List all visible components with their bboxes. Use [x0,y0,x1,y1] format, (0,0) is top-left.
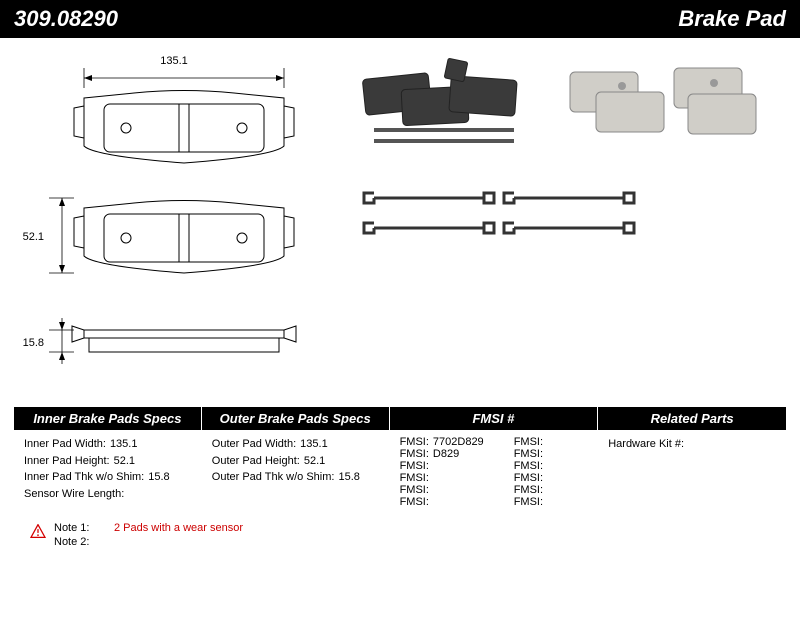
fmsi-row: FMSI:D829 [400,448,484,460]
part-number: 309.08290 [14,6,118,32]
product-photos [354,48,786,393]
fmsi-row: FMSI: [514,484,543,496]
product-type: Brake Pad [678,6,786,32]
note2-label: Note 2: [54,536,104,548]
spec-head-inner: Inner Brake Pads Specs [14,407,202,430]
spec-row: Sensor Wire Length: [24,486,198,503]
spec-row: Outer Pad Height:52.1 [212,453,386,470]
fmsi-row: FMSI: [514,472,543,484]
spec-col-fmsi: FMSI # FMSI:7702D829 FMSI:D829 FMSI: FMS… [390,407,599,514]
pad-set-dark-icon [354,58,534,153]
note1-text: 2 Pads with a wear sensor [114,522,243,534]
fmsi-row: FMSI: [400,484,484,496]
spec-head-outer: Outer Brake Pads Specs [202,407,390,430]
fmsi-row: FMSI: [400,472,484,484]
pad-set-light-icon [564,58,764,153]
warning-icon [30,524,46,538]
fmsi-row: FMSI: [400,496,484,508]
notes: Note 1: 2 Pads with a wear sensor Note 2… [0,514,800,548]
fmsi-row: FMSI: [514,460,543,472]
spec-col-inner: Inner Brake Pads Specs Inner Pad Width:1… [14,407,202,514]
fmsi-row: FMSI: [514,496,543,508]
diagram-area: 135.1 52.1 [0,38,800,399]
spec-row: Inner Pad Height:52.1 [24,453,198,470]
spec-row: Inner Pad Width:135.1 [24,436,198,453]
spec-row: Outer Pad Thk w/o Shim:15.8 [212,469,386,486]
header-bar: 309.08290 Brake Pad [0,0,800,38]
spec-row: Outer Pad Width:135.1 [212,436,386,453]
fmsi-row: FMSI: [514,436,543,448]
fmsi-row: FMSI: [514,448,543,460]
spec-col-related: Related Parts Hardware Kit #: [598,407,786,514]
dim-thickness: 15.8 [23,337,44,349]
spec-row: Inner Pad Thk w/o Shim:15.8 [24,469,198,486]
dim-width: 135.1 [160,55,188,67]
hardware-icon [354,173,654,253]
fmsi-row: FMSI:7702D829 [400,436,484,448]
note1-label: Note 1: [54,522,104,534]
spec-head-related: Related Parts [598,407,786,430]
fmsi-row: FMSI: [400,460,484,472]
dim-height: 52.1 [23,231,44,243]
technical-drawing: 135.1 52.1 [14,48,334,393]
spec-row: Hardware Kit #: [608,436,782,453]
specs-table: Inner Brake Pads Specs Inner Pad Width:1… [0,407,800,514]
spec-head-fmsi: FMSI # [390,407,599,430]
spec-col-outer: Outer Brake Pads Specs Outer Pad Width:1… [202,407,390,514]
